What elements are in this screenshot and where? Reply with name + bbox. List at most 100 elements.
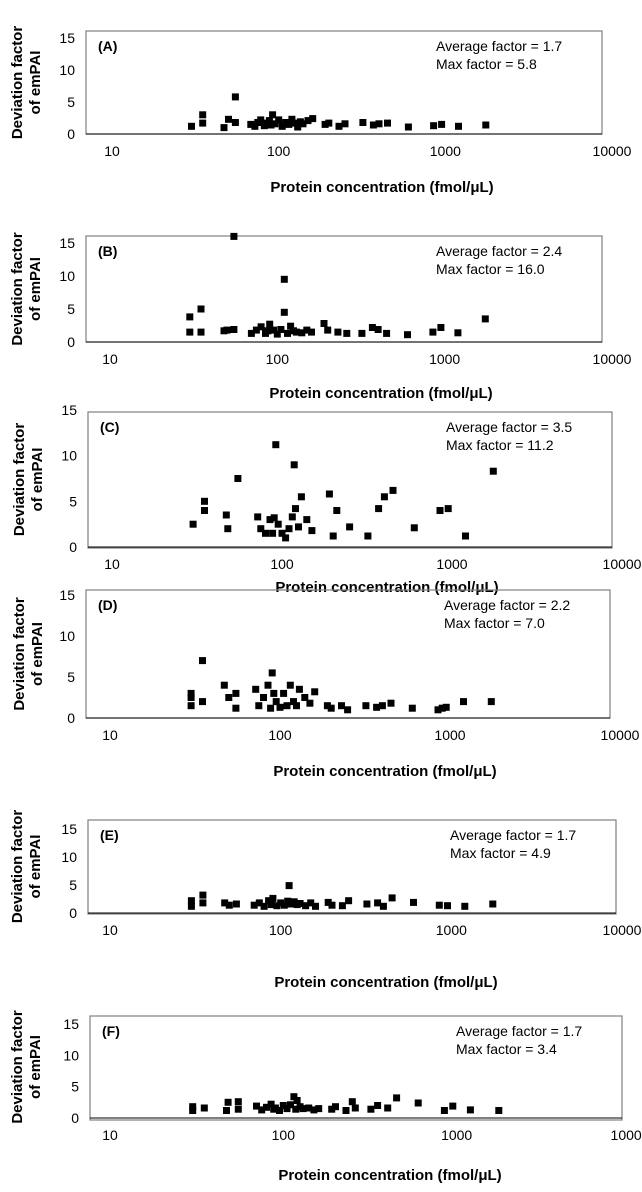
panel-label: (F) xyxy=(102,1023,120,1039)
data-point xyxy=(201,507,208,514)
data-point xyxy=(367,1105,375,1113)
data-point xyxy=(197,328,205,336)
data-point xyxy=(277,899,285,907)
data-point xyxy=(263,1103,270,1111)
data-point xyxy=(298,329,306,337)
annotation-max: Max factor = 7.0 xyxy=(444,615,545,631)
data-point xyxy=(276,703,284,711)
data-point xyxy=(189,1107,197,1114)
data-point xyxy=(328,1105,336,1113)
data-point xyxy=(264,327,272,335)
x-tick-label: 100 xyxy=(267,143,291,159)
data-point xyxy=(324,326,332,334)
data-point xyxy=(269,529,277,537)
data-point xyxy=(262,529,269,537)
y-tick-label: 15 xyxy=(59,30,75,46)
data-point xyxy=(230,232,238,240)
data-point xyxy=(369,121,377,129)
x-tick-label: 10 xyxy=(104,556,120,572)
y-axis-label: of emPAI xyxy=(27,1035,44,1099)
data-point xyxy=(410,898,417,906)
y-axis-label: Deviation factor xyxy=(9,232,26,346)
data-point xyxy=(225,115,232,123)
data-point xyxy=(282,534,290,542)
data-point xyxy=(288,513,296,521)
data-point xyxy=(225,694,233,701)
data-point xyxy=(257,116,265,124)
data-point xyxy=(393,1094,401,1102)
annotation-average: Average factor = 1.7 xyxy=(456,1023,582,1039)
data-point xyxy=(250,901,258,909)
data-point xyxy=(269,111,277,119)
x-tick-label: 100 xyxy=(268,727,292,743)
data-point xyxy=(291,119,299,127)
y-tick-label: 0 xyxy=(67,710,75,726)
data-point xyxy=(273,902,281,910)
data-point xyxy=(375,505,383,513)
data-point xyxy=(186,328,194,336)
y-tick-label: 0 xyxy=(71,1110,79,1126)
panel-d: 0 5 10 15 10 100 1000 10000 Deviation factor of e… xyxy=(11,587,640,780)
data-point xyxy=(186,313,194,321)
y-tick-label: 10 xyxy=(59,268,75,284)
data-point xyxy=(295,523,302,531)
data-point xyxy=(270,689,278,697)
data-point xyxy=(247,120,255,128)
data-point xyxy=(338,902,346,910)
data-point xyxy=(333,507,341,514)
data-point xyxy=(332,1103,339,1111)
data-point xyxy=(188,122,195,130)
x-tick-label: 1000 xyxy=(429,351,460,367)
y-axis-label: of emPAI xyxy=(27,257,44,321)
y-axis-label: of emPAI xyxy=(29,622,46,686)
data-point xyxy=(200,1104,208,1112)
data-point xyxy=(187,897,195,905)
data-point xyxy=(276,1107,283,1114)
y-tick-label: 0 xyxy=(69,905,77,921)
y-axis-label: Deviation factor xyxy=(9,810,26,924)
x-tick-label: 1000 xyxy=(436,922,467,938)
data-point xyxy=(341,120,349,128)
data-point xyxy=(270,326,278,334)
data-point xyxy=(410,524,418,532)
data-point xyxy=(303,516,311,524)
data-point xyxy=(384,1104,392,1112)
data-point xyxy=(293,1097,301,1104)
data-point xyxy=(438,704,446,712)
data-point xyxy=(274,520,282,528)
x-tick-label: 10000 xyxy=(611,1127,642,1143)
data-point xyxy=(271,120,279,128)
data-point xyxy=(309,115,317,123)
data-point xyxy=(187,702,195,710)
annotation-max: Max factor = 11.2 xyxy=(446,437,554,453)
data-point xyxy=(320,320,328,327)
data-point xyxy=(287,1101,294,1109)
plot-frame xyxy=(87,819,617,915)
annotation-max: Max factor = 5.8 xyxy=(436,56,537,72)
data-point xyxy=(296,900,304,907)
data-point xyxy=(442,703,450,711)
data-point xyxy=(308,527,316,535)
plot-frame xyxy=(89,1015,623,1121)
data-point xyxy=(389,486,397,494)
data-point xyxy=(267,704,275,712)
annotation-max: Max factor = 16.0 xyxy=(436,261,545,277)
y-axis-label: Deviation factor xyxy=(11,597,28,711)
panel-c: 0 5 10 15 10 100 1000 10000 Deviation factor of e… xyxy=(11,402,642,596)
data-point xyxy=(302,902,310,910)
annotation-average: Average factor = 3.5 xyxy=(446,419,572,435)
x-tick-label: 10 xyxy=(102,1127,118,1143)
data-point xyxy=(408,704,416,712)
data-point xyxy=(199,119,207,127)
data-point xyxy=(325,490,333,498)
y-tick-label: 10 xyxy=(61,849,77,865)
data-point xyxy=(311,688,319,696)
data-point xyxy=(444,902,451,910)
x-tick-label: 100 xyxy=(266,351,290,367)
data-point xyxy=(231,119,239,126)
data-point xyxy=(429,328,437,336)
data-point xyxy=(455,122,462,130)
x-axis-label: Protein concentration (fmol/μL) xyxy=(275,579,498,596)
data-point xyxy=(345,897,353,905)
data-point xyxy=(378,702,386,710)
